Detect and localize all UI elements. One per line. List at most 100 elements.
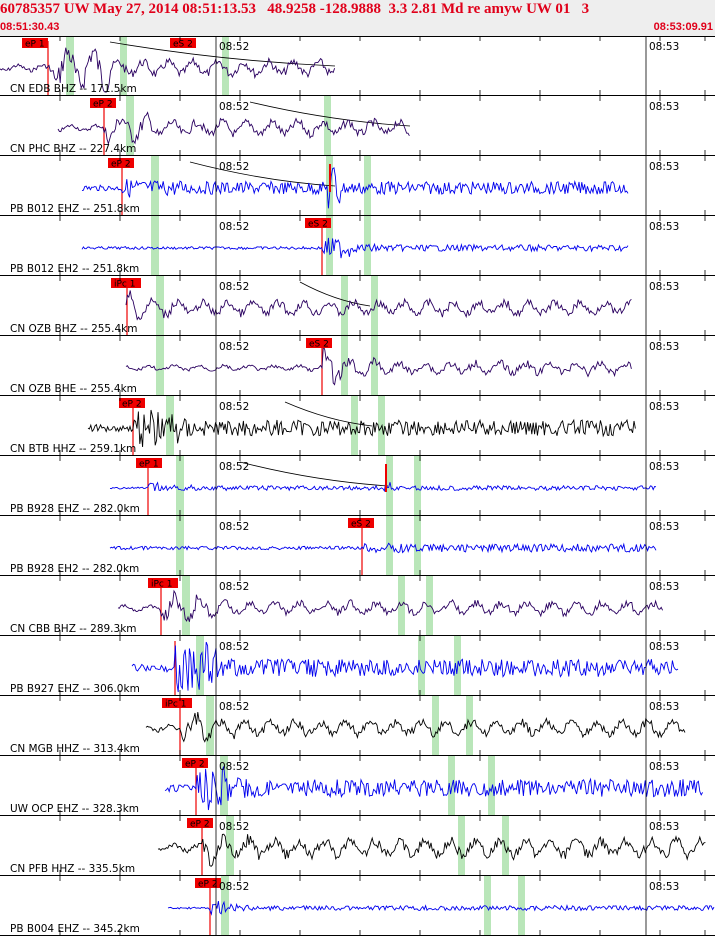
minute-label: 08:53 — [649, 401, 679, 413]
minute-label: 08:53 — [649, 101, 679, 113]
time-window-band — [341, 336, 348, 396]
minute-label: 08:52 — [219, 521, 249, 533]
waveform-trace — [81, 167, 629, 209]
time-window-band — [226, 816, 234, 876]
waveform-trace — [109, 481, 657, 493]
travel-time-curve — [189, 161, 336, 187]
s-pick-flag[interactable] — [306, 338, 332, 348]
time-window-band — [206, 696, 214, 756]
trace-panel: eS 2 08:52 08:53 PB B928 EH2 -- 282.0km — [0, 516, 715, 576]
pick-flag-label: eP 2 — [190, 820, 210, 830]
pick-flag-label: eS 2 — [308, 220, 328, 230]
pick-flag-label: eS 2 — [309, 340, 329, 350]
minute-label: 08:53 — [649, 581, 679, 593]
pick-flag-label: eP 2 — [198, 880, 218, 890]
time-window-band — [484, 876, 491, 936]
minute-label: 08:52 — [219, 821, 249, 833]
travel-time-curve — [239, 461, 389, 487]
pick-flag-label: eS 2 — [173, 40, 193, 50]
minute-label: 08:52 — [219, 281, 249, 293]
time-window-band — [364, 156, 371, 216]
p-pick-flag[interactable] — [148, 578, 178, 588]
p-pick-flag[interactable] — [119, 398, 145, 408]
p-pick-flag[interactable] — [90, 98, 116, 108]
waveform-trace — [57, 111, 410, 146]
p-pick-flag[interactable] — [108, 158, 134, 168]
station-label: UW OCP EHZ -- 328.3km — [10, 803, 139, 815]
travel-time-curve — [284, 401, 373, 427]
travel-time-curve — [249, 101, 411, 127]
station-label: CN OZB BHZ -- 255.4km — [10, 323, 137, 335]
time-window-band — [518, 876, 525, 936]
minute-label: 08:53 — [649, 221, 679, 233]
minute-label: 08:53 — [649, 761, 679, 773]
trace-panel: 08:52 08:53 PB B927 EHZ -- 306.0km — [0, 636, 715, 696]
minute-label: 08:52 — [219, 221, 249, 233]
minute-label: 08:53 — [649, 701, 679, 713]
station-label: CN MGB HHZ -- 313.4km — [10, 743, 140, 755]
minute-label: 08:52 — [219, 761, 249, 773]
trace-panel: eS 2 08:52 08:53 PB B012 EH2 -- 251.8km — [0, 216, 715, 276]
waveform-trace — [87, 409, 636, 448]
station-label: CN OZB BHE -- 255.4km — [10, 383, 137, 395]
p-pick-flag[interactable] — [195, 878, 221, 888]
s-pick-flag[interactable] — [170, 38, 196, 48]
trace-panel: iPc 1 08:52 08:53 CN MGB HHZ -- 313.4km — [0, 696, 715, 756]
minute-label: 08:53 — [649, 41, 679, 53]
time-window-band — [151, 216, 159, 276]
waveform-trace — [164, 766, 703, 811]
p-pick-flag[interactable] — [187, 818, 213, 828]
time-window-band — [418, 636, 425, 696]
s-pick-flag[interactable] — [305, 218, 331, 228]
station-label: PB B012 EH2 -- 251.8km — [10, 263, 139, 275]
pick-flag-label: eP 2 — [111, 160, 131, 170]
station-label: CN PHC BHZ -- 227.4km — [10, 143, 136, 155]
time-window-band — [432, 696, 439, 756]
minute-label: 08:52 — [219, 461, 249, 473]
pick-flag-label: eP 2 — [185, 760, 205, 770]
time-window-band — [386, 456, 393, 516]
station-label: PB B928 EH2 -- 282.0km — [10, 563, 139, 575]
minute-label: 08:52 — [219, 101, 249, 113]
time-window-band — [414, 516, 421, 576]
trace-panel: eP 2 08:52 08:53 CN PHC BHZ -- 227.4km — [0, 96, 715, 156]
time-window-band — [458, 816, 465, 876]
time-window-band — [414, 456, 421, 516]
s-pick-flag[interactable] — [348, 518, 374, 528]
trace-panel: eP 2 08:52 08:53 PB B004 EHZ -- 345.2km — [0, 876, 715, 936]
waveform-trace — [125, 290, 632, 321]
p-pick-flag[interactable] — [136, 458, 162, 468]
minute-label: 08:52 — [219, 701, 249, 713]
station-label: PB B012 EHZ -- 251.8km — [10, 203, 140, 215]
time-window-band — [176, 456, 184, 516]
event-header: 60785357 UW May 27, 2014 08:51:13.53 48.… — [0, 0, 715, 36]
p-pick-flag[interactable] — [111, 278, 141, 288]
waveform-trace — [131, 641, 679, 693]
p-pick-flag[interactable] — [182, 758, 208, 768]
minute-label: 08:53 — [649, 341, 679, 353]
station-label: PB B927 EHZ -- 306.0km — [10, 683, 140, 695]
waveform-trace — [167, 900, 715, 916]
time-window-band — [222, 36, 229, 96]
minute-label: 08:52 — [219, 41, 249, 53]
time-window-band — [156, 336, 164, 396]
p-pick-flag[interactable] — [22, 38, 48, 48]
time-window-band — [182, 576, 190, 636]
minute-label: 08:52 — [219, 341, 249, 353]
pick-flag-label: iPc 1 — [151, 580, 172, 590]
pick-flag-label: iPc 1 — [114, 280, 135, 290]
minute-label: 08:53 — [649, 461, 679, 473]
minute-label: 08:52 — [219, 401, 249, 413]
trace-panel: eP 2 08:52 08:53 PB B012 EHZ -- 251.8km — [0, 156, 715, 216]
time-window-band — [351, 396, 358, 456]
waveform-trace — [117, 589, 664, 622]
minute-label: 08:52 — [219, 581, 249, 593]
minute-label: 08:52 — [219, 641, 249, 653]
pick-flag-label: eP 2 — [122, 400, 142, 410]
trace-panel: iPc 1 08:52 08:53 CN OZB BHZ -- 255.4km — [0, 276, 715, 336]
pick-flag-label: eS 2 — [351, 520, 371, 530]
station-label: CN BTB HHZ -- 259.1km — [10, 443, 136, 455]
time-window-band — [466, 696, 473, 756]
p-pick-flag[interactable] — [162, 698, 192, 708]
